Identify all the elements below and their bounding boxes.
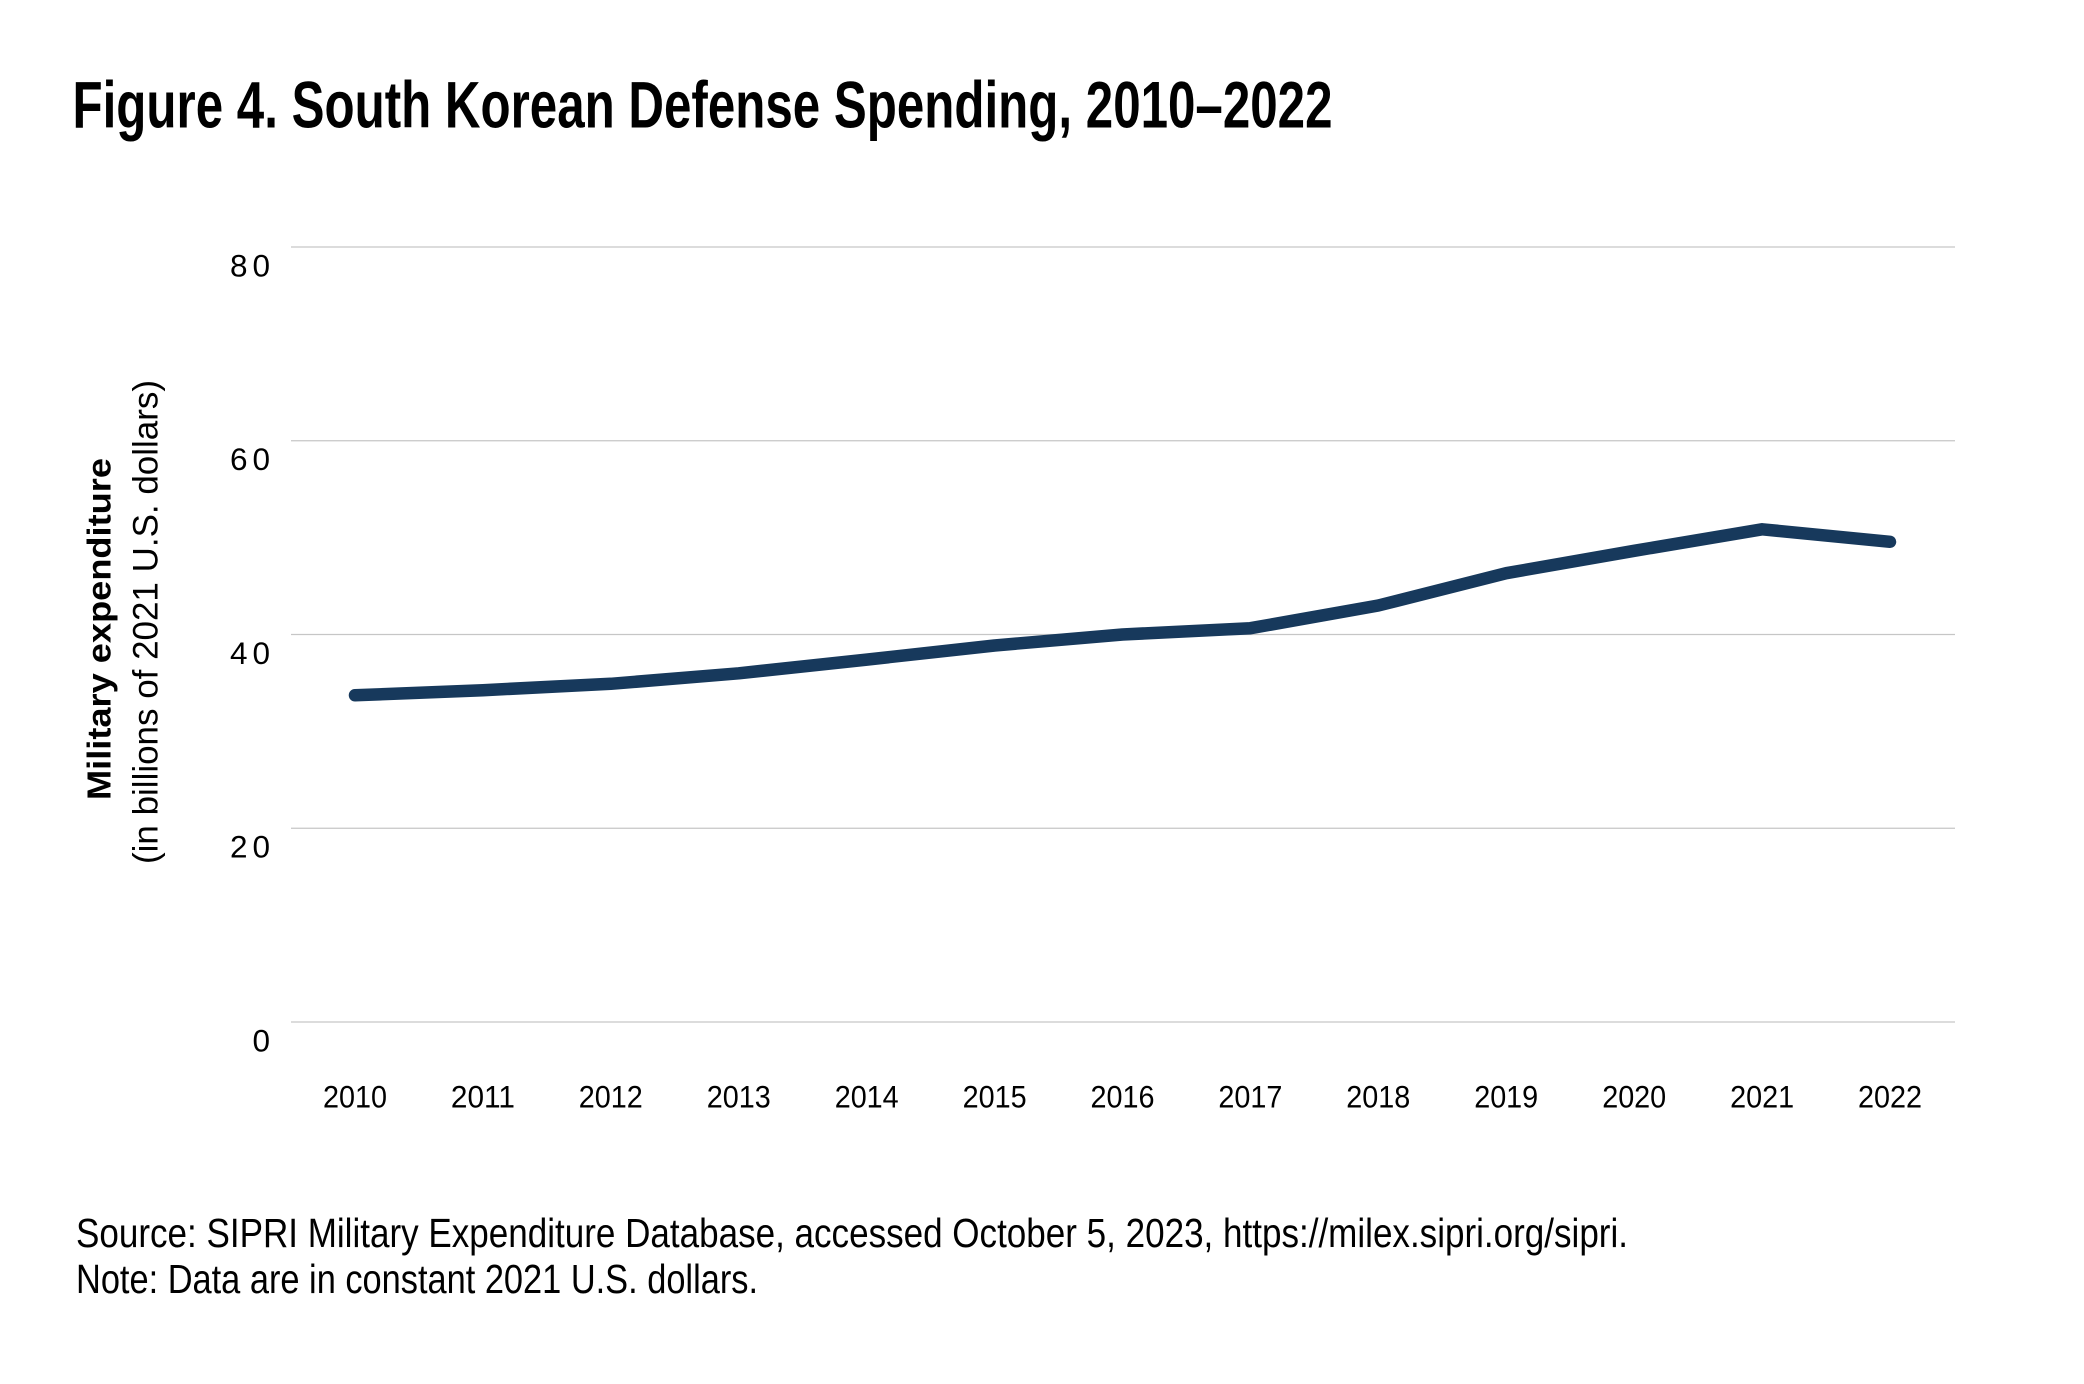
svg-text:2018: 2018 <box>1346 1078 1410 1114</box>
svg-text:(in billions of 2021 U.S. doll: (in billions of 2021 U.S. dollars) <box>126 380 166 864</box>
svg-text:Source: SIPRI Military Expendi: Source: SIPRI Military Expenditure Datab… <box>76 1210 1628 1256</box>
svg-text:2019: 2019 <box>1474 1078 1538 1114</box>
svg-text:2010: 2010 <box>323 1078 387 1114</box>
svg-text:2021: 2021 <box>1730 1078 1794 1114</box>
svg-text:2017: 2017 <box>1218 1078 1282 1114</box>
svg-text:0: 0 <box>252 1022 270 1058</box>
svg-text:2022: 2022 <box>1858 1078 1922 1114</box>
svg-text:2015: 2015 <box>963 1078 1027 1114</box>
svg-text:2014: 2014 <box>835 1078 899 1114</box>
svg-text:2011: 2011 <box>451 1078 515 1114</box>
svg-text:Figure 4. South Korean Defense: Figure 4. South Korean Defense Spending,… <box>73 68 1333 142</box>
svg-text:2016: 2016 <box>1091 1078 1155 1114</box>
svg-text:2012: 2012 <box>579 1078 643 1114</box>
svg-text:2020: 2020 <box>1602 1078 1666 1114</box>
svg-text:Note: Data are in constant 202: Note: Data are in constant 2021 U.S. dol… <box>76 1256 758 1302</box>
svg-text:2013: 2013 <box>707 1078 771 1114</box>
svg-text:Military expenditure: Military expenditure <box>81 458 118 800</box>
